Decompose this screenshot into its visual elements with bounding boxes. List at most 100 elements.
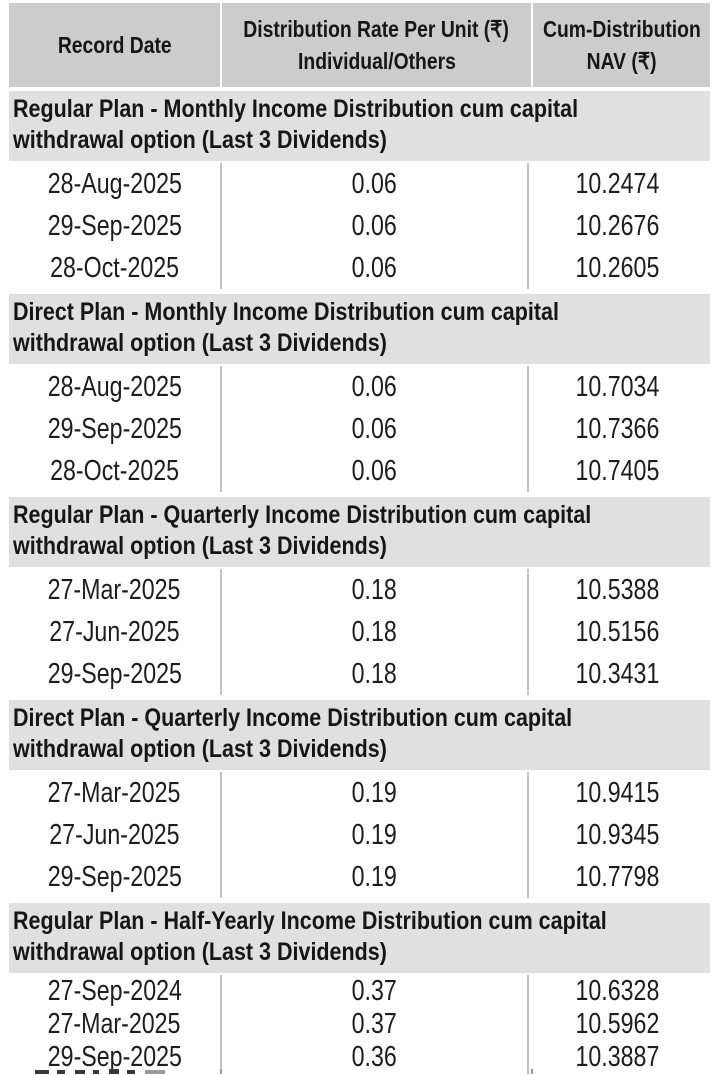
rate-cell: 0.06: [220, 450, 529, 492]
record-date-cell: 29-Sep-2025: [9, 1041, 220, 1074]
nav-value: 10.9415: [575, 776, 660, 809]
nav-value: 10.5156: [575, 615, 660, 648]
section-title-bar: Direct Plan - Quarterly Income Distribut…: [9, 700, 710, 770]
rate-cell: 0.18: [220, 611, 529, 653]
rate-cell: 0.06: [220, 163, 529, 205]
record_date-value: 28-Oct-2025: [50, 251, 179, 284]
record-date-cell: 27-Mar-2025: [9, 1008, 220, 1041]
dividend-row: 27-Mar-2025 0.18 10.5388: [9, 569, 710, 611]
nav-cell: 10.7366: [529, 408, 706, 450]
record_date-value: 29-Sep-2025: [47, 860, 182, 893]
nav-cell: 10.9415: [529, 772, 706, 814]
plan-section: Regular Plan - Quarterly Income Distribu…: [9, 497, 710, 696]
nav-cell: 10.9345: [529, 814, 706, 856]
nav-value: 10.7405: [575, 454, 660, 487]
rate-cell: 0.06: [220, 205, 529, 247]
individual-others-label: Individual/Others: [297, 48, 456, 74]
section-rows: 27-Mar-2025 0.18 10.5388 27-Jun-2025 0.1…: [9, 567, 710, 696]
record_date-value: 29-Sep-2025: [47, 1041, 182, 1073]
section-title-line: Direct Plan - Quarterly Income Distribut…: [13, 704, 573, 732]
nav-cell: 10.3887: [529, 1041, 706, 1074]
rate-value: 0.06: [351, 370, 398, 403]
table-header: Record Date Distribution Rate Per Unit (…: [9, 3, 710, 87]
record-date-cell: 27-Sep-2024: [9, 975, 220, 1008]
rate-value: 0.06: [351, 209, 398, 242]
dividend-row: 27-Mar-2025 0.37 10.5962: [9, 1008, 710, 1041]
record-date-cell: 27-Jun-2025: [9, 814, 220, 856]
plan-section: Regular Plan - Monthly Income Distributi…: [9, 91, 710, 290]
section-title-bar: Regular Plan - Quarterly Income Distribu…: [9, 497, 710, 567]
dividend-row: 29-Sep-2025 0.19 10.7798: [9, 856, 710, 898]
section-title-line: Regular Plan - Monthly Income Distributi…: [13, 95, 579, 123]
record_date-value: 27-Mar-2025: [48, 1008, 181, 1040]
record-date-cell: 27-Mar-2025: [9, 569, 220, 611]
nav-label: NAV (₹): [586, 48, 657, 74]
record-date-cell: 29-Sep-2025: [9, 856, 220, 898]
rate-value: 0.36: [351, 1041, 398, 1073]
rate-cell: 0.06: [220, 247, 529, 289]
record_date-value: 27-Jun-2025: [49, 818, 180, 851]
section-title-line: withdrawal option (Last 3 Dividends): [13, 532, 387, 560]
dividend-row: 28-Aug-2025 0.06 10.7034: [9, 366, 710, 408]
rate-value: 0.37: [351, 1008, 398, 1040]
rate-value: 0.37: [351, 975, 398, 1007]
section-title-bar: Regular Plan - Monthly Income Distributi…: [9, 91, 710, 161]
nav-value: 10.3431: [575, 657, 660, 690]
rate-value: 0.19: [351, 776, 398, 809]
record_date-value: 29-Sep-2025: [47, 209, 182, 242]
record-date-cell: 28-Oct-2025: [9, 247, 220, 289]
rate-value: 0.19: [351, 818, 398, 851]
rate-cell: 0.19: [220, 814, 529, 856]
distribution-rate-label: Distribution Rate Per Unit (₹): [243, 16, 510, 42]
dividend-row: 29-Sep-2025 0.06 10.7366: [9, 408, 710, 450]
record-date-cell: 28-Oct-2025: [9, 450, 220, 492]
dividend-row: 27-Jun-2025 0.19 10.9345: [9, 814, 710, 856]
dividend-row: 28-Aug-2025 0.06 10.2474: [9, 163, 710, 205]
clipped-next-row: [9, 1069, 710, 1074]
nav-value: 10.9345: [575, 818, 660, 851]
nav-cell: 10.5156: [529, 611, 706, 653]
rate-cell: 0.06: [220, 408, 529, 450]
record_date-value: 29-Sep-2025: [47, 412, 182, 445]
nav-cell: 10.7034: [529, 366, 706, 408]
rate-value: 0.18: [351, 615, 398, 648]
plan-section: Direct Plan - Quarterly Income Distribut…: [9, 700, 710, 899]
rate-cell: 0.19: [220, 772, 529, 814]
dividend-row: 28-Oct-2025 0.06 10.7405: [9, 450, 710, 492]
section-title-bar: Direct Plan - Monthly Income Distributio…: [9, 294, 710, 364]
record-date-cell: 29-Sep-2025: [9, 408, 220, 450]
record_date-value: 28-Aug-2025: [47, 370, 182, 403]
nav-value: 10.6328: [575, 975, 660, 1007]
nav-cell: 10.7798: [529, 856, 706, 898]
nav-value: 10.5962: [575, 1008, 660, 1040]
nav-value: 10.2605: [575, 251, 660, 284]
dividend-row: 27-Jun-2025 0.18 10.5156: [9, 611, 710, 653]
dividend-row: 29-Sep-2025 0.36 10.3887: [9, 1041, 710, 1074]
nav-value: 10.7798: [575, 860, 660, 893]
rate-value: 0.06: [351, 167, 398, 200]
nav-cell: 10.3431: [529, 653, 706, 695]
cum-distribution-label: Cum-Distribution: [542, 16, 701, 42]
record_date-value: 28-Oct-2025: [50, 454, 179, 487]
rate-cell: 0.37: [220, 975, 529, 1008]
record-date-cell: 28-Aug-2025: [9, 163, 220, 205]
dividend-row: 27-Sep-2024 0.37 10.6328: [9, 975, 710, 1008]
column-header-cum-distribution-nav: Cum-Distribution NAV (₹): [533, 3, 710, 87]
nav-cell: 10.5962: [529, 1008, 706, 1041]
section-title-bar: Regular Plan - Half-Yearly Income Distri…: [9, 903, 710, 973]
section-title-line: withdrawal option (Last 3 Dividends): [13, 126, 387, 154]
rate-value: 0.18: [351, 573, 398, 606]
record-date-cell: 27-Jun-2025: [9, 611, 220, 653]
nav-value: 10.7366: [575, 412, 660, 445]
dividend-row: 29-Sep-2025 0.18 10.3431: [9, 653, 710, 695]
record-date-cell: 29-Sep-2025: [9, 205, 220, 247]
section-rows: 28-Aug-2025 0.06 10.7034 29-Sep-2025 0.0…: [9, 364, 710, 493]
section-rows: 27-Mar-2025 0.19 10.9415 27-Jun-2025 0.1…: [9, 770, 710, 899]
rate-value: 0.18: [351, 657, 398, 690]
record_date-value: 27-Sep-2024: [47, 975, 182, 1007]
nav-cell: 10.2676: [529, 205, 706, 247]
section-title-line: withdrawal option (Last 3 Dividends): [13, 735, 387, 763]
section-title-line: Regular Plan - Half-Yearly Income Distri…: [13, 907, 607, 935]
column-header-distribution-rate: Distribution Rate Per Unit (₹) Individua…: [222, 3, 531, 87]
rate-cell: 0.06: [220, 366, 529, 408]
